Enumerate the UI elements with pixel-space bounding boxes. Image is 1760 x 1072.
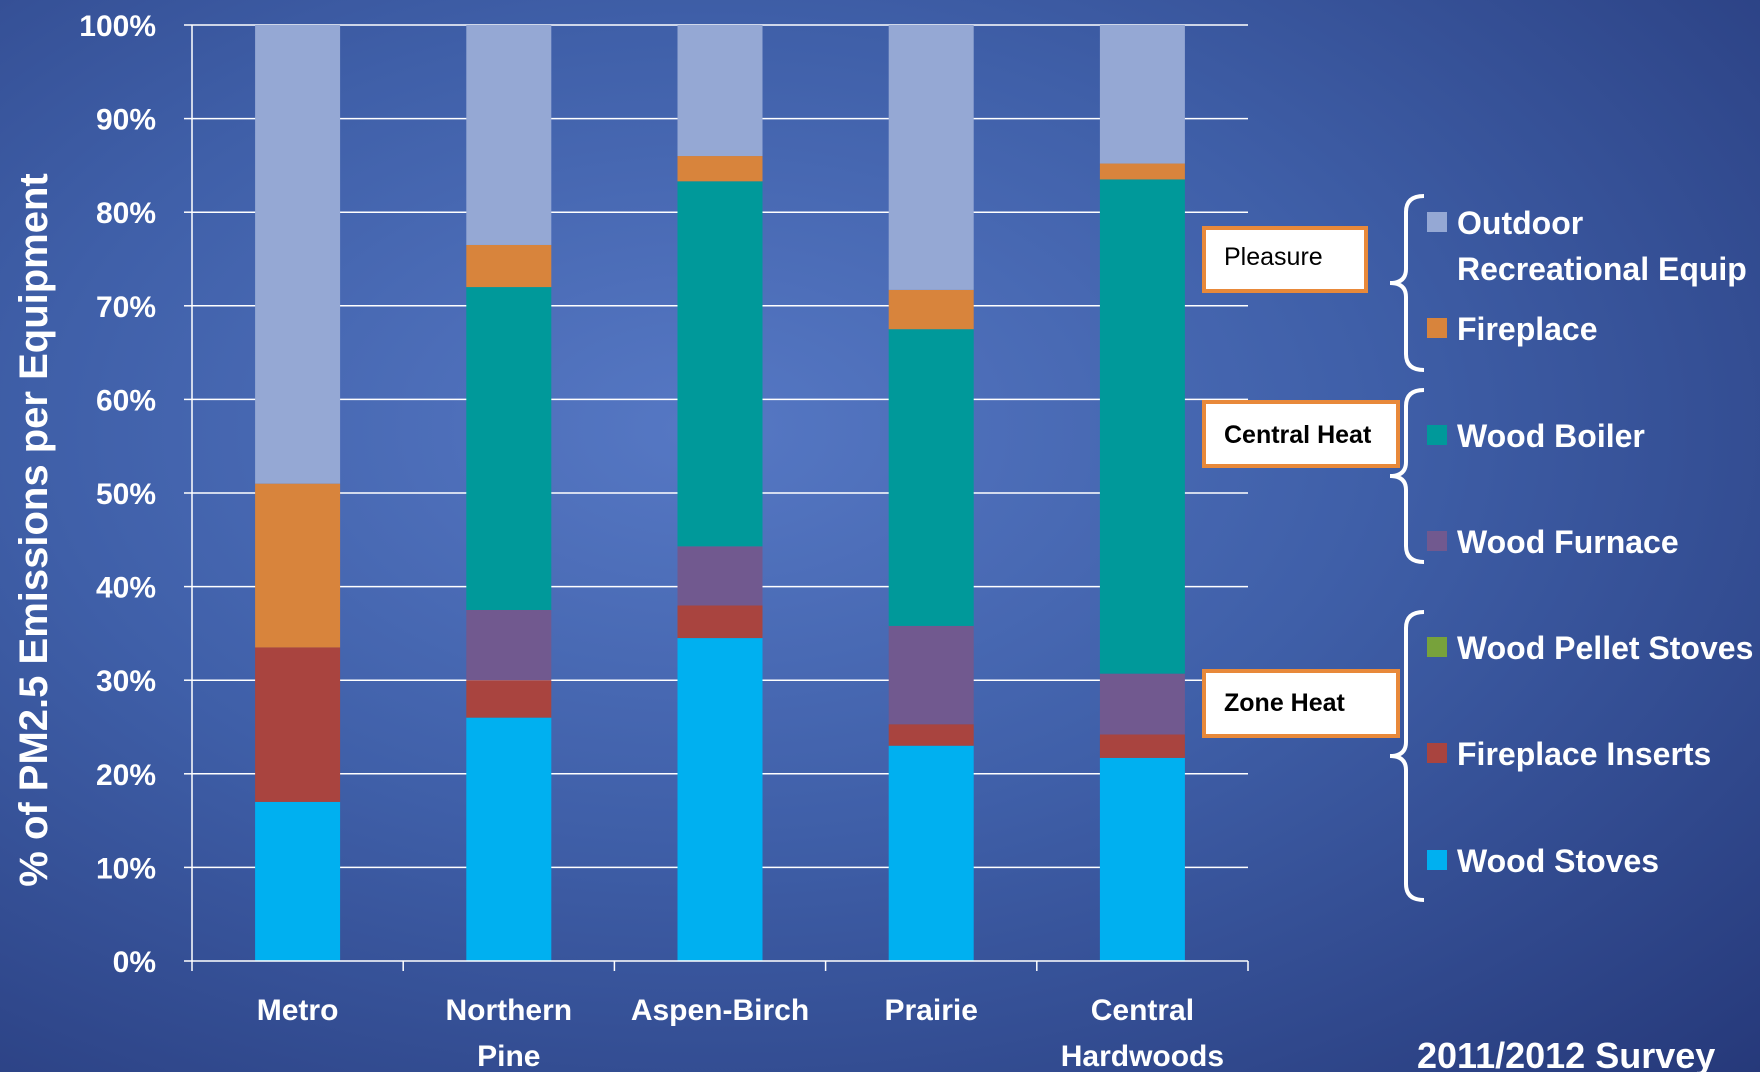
x-tick-label: Northern Pine	[445, 994, 572, 1072]
bar-stack	[466, 25, 552, 961]
legend-label: Wood Boiler	[1457, 418, 1645, 454]
y-tick-label: 0%	[113, 946, 156, 979]
y-tick-label: 10%	[96, 852, 156, 885]
bar-segment	[1099, 757, 1185, 961]
bar-segment	[888, 25, 974, 290]
y-tick-label: 90%	[96, 104, 156, 137]
bar-segment	[888, 329, 974, 626]
group-box	[1202, 669, 1400, 738]
bar-segment	[1099, 25, 1185, 164]
bar-segment	[1099, 179, 1185, 674]
y-tick-label: 80%	[96, 197, 156, 230]
legend-item: Fireplace	[1427, 311, 1598, 347]
group-label: Pleasure	[1224, 243, 1323, 271]
group-brace	[1389, 388, 1425, 564]
axes: 0% 10% 20% 30% 40% 50% 60% 70% 80% 90% 100% Metro No…	[79, 10, 1249, 1072]
bar-segment	[255, 483, 341, 648]
legend-label: Outdoor Recreational Equip	[1457, 205, 1747, 287]
bar-segment	[677, 638, 763, 961]
legend-label: Wood Stoves	[1457, 843, 1659, 879]
bar-segment	[1099, 163, 1185, 180]
legend-label: Fireplace Inserts	[1457, 736, 1711, 772]
bar-segment	[1099, 673, 1185, 735]
bar-stack	[677, 25, 763, 961]
bar-segment	[466, 244, 552, 288]
bar-segment	[466, 287, 552, 610]
bar-segment	[466, 680, 552, 718]
bar-segment	[1099, 734, 1185, 758]
x-tick-label: Aspen-Birch	[631, 994, 809, 1027]
y-tick-label: 50%	[96, 478, 156, 511]
legend-label: Wood Furnace	[1457, 524, 1679, 560]
y-axis-title: % of PM2.5 Emissions per Equipment	[12, 173, 56, 886]
survey-annotation: 2011/2012 Survey	[1417, 1035, 1715, 1072]
group-label: Central Heat	[1224, 421, 1372, 449]
group-brace	[1389, 610, 1425, 902]
bar-segment	[255, 801, 341, 961]
legend-swatch	[1427, 212, 1447, 232]
y-tick-label: 60%	[96, 384, 156, 417]
bar-segment	[888, 745, 974, 961]
y-tick-label: 20%	[96, 759, 156, 792]
legend-item: Wood Stoves	[1427, 843, 1659, 879]
legend: Outdoor Recreational Equip Fireplace Wood B…	[1427, 205, 1753, 879]
category-groups: Pleasure Central Heat Zone Heat	[1202, 194, 1425, 902]
x-tick-label: Prairie	[884, 994, 977, 1027]
legend-item: Fireplace Inserts	[1427, 736, 1711, 772]
legend-swatch	[1427, 637, 1447, 657]
bar-segment	[466, 717, 552, 961]
bar-segment	[466, 25, 552, 245]
bar-segment	[888, 625, 974, 725]
legend-label: Fireplace	[1457, 311, 1598, 347]
bar-stack	[255, 25, 341, 961]
group-box	[1202, 400, 1400, 468]
bar-stack	[1099, 25, 1185, 961]
bar-segment	[255, 25, 341, 484]
x-tick-label: Central Hardwoods	[1061, 994, 1224, 1072]
legend-item: Wood Boiler	[1427, 418, 1645, 454]
bar-segment	[677, 181, 763, 547]
y-tick-label: 40%	[96, 572, 156, 605]
bar-segment	[888, 289, 974, 330]
bar-segment	[677, 605, 763, 639]
y-tick-label: 100%	[79, 10, 156, 43]
legend-swatch	[1427, 743, 1447, 763]
legend-item: Wood Pellet Stoves	[1427, 630, 1753, 666]
group-box	[1202, 226, 1368, 293]
y-tick-label: 30%	[96, 665, 156, 698]
bar-segment	[888, 724, 974, 746]
legend-swatch	[1427, 531, 1447, 551]
legend-item: Wood Furnace	[1427, 524, 1679, 560]
y-tick-label: 70%	[96, 291, 156, 324]
bar-segment	[255, 647, 341, 802]
bar-segment	[677, 546, 763, 606]
x-tick-label: Metro	[257, 994, 339, 1027]
bar-segment	[466, 610, 552, 681]
bar-stacks	[255, 25, 1185, 961]
group-brace	[1389, 194, 1425, 372]
legend-label: Wood Pellet Stoves	[1457, 630, 1753, 666]
bar-segment	[677, 156, 763, 182]
group-label: Zone Heat	[1224, 689, 1346, 717]
bar-stack	[888, 25, 974, 961]
legend-swatch	[1427, 850, 1447, 870]
legend-swatch	[1427, 318, 1447, 338]
legend-swatch	[1427, 425, 1447, 445]
bar-segment	[677, 25, 763, 157]
legend-item: Outdoor Recreational Equip	[1427, 205, 1747, 287]
